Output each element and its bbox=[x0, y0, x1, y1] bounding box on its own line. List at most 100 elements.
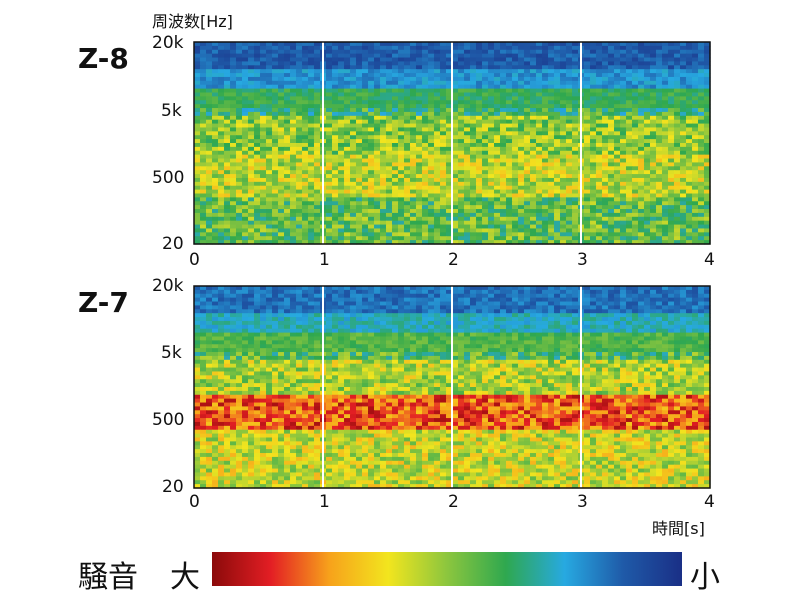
spectrogram-cell bbox=[374, 189, 381, 195]
spectrogram-cell bbox=[272, 297, 279, 303]
spectrogram-cell bbox=[290, 143, 297, 148]
spectrogram-cell bbox=[308, 123, 315, 129]
spectrogram-cell bbox=[602, 84, 609, 90]
spectrogram-cell bbox=[302, 197, 309, 202]
spectrogram-cell bbox=[458, 80, 465, 86]
spectrogram-cell bbox=[650, 92, 657, 97]
spectrogram-cell bbox=[260, 228, 267, 233]
spectrogram-cell bbox=[674, 143, 681, 148]
spectrogram-cell bbox=[572, 84, 579, 90]
spectrogram-cell bbox=[686, 286, 693, 291]
spectrogram-cell bbox=[416, 205, 423, 210]
spectrogram-cell bbox=[332, 185, 339, 191]
spectrogram-cell bbox=[410, 80, 417, 86]
spectrogram-cell bbox=[518, 297, 525, 303]
spectrogram-cell bbox=[374, 146, 381, 152]
spectrogram-cell bbox=[506, 189, 513, 195]
spectrogram-cell bbox=[572, 57, 579, 63]
spectrogram-cell bbox=[284, 57, 291, 63]
spectrogram-cell bbox=[620, 49, 627, 55]
spectrogram-cell bbox=[326, 139, 333, 144]
spectrogram-cell bbox=[362, 88, 369, 94]
spectrogram-cell bbox=[482, 127, 489, 132]
spectrogram-cell bbox=[506, 220, 513, 226]
spectrogram-cell bbox=[380, 189, 387, 195]
spectrogram-cell bbox=[398, 240, 405, 245]
spectrogram-cell bbox=[362, 69, 369, 74]
spectrogram-cell bbox=[332, 150, 339, 156]
spectrogram-cell bbox=[368, 224, 375, 230]
spectrogram-cell bbox=[626, 42, 633, 47]
spectrogram-cell bbox=[380, 177, 387, 183]
spectrogram-cell bbox=[284, 216, 291, 222]
spectrogram-cell bbox=[248, 80, 255, 86]
spectrogram-cell bbox=[242, 224, 249, 230]
spectrogram-cell bbox=[632, 49, 639, 55]
spectrogram-cell bbox=[704, 162, 711, 167]
spectrogram-cell bbox=[674, 224, 681, 230]
spectrogram-cell bbox=[332, 201, 339, 206]
spectrogram-cell bbox=[404, 212, 411, 218]
spectrogram-cell bbox=[596, 88, 603, 94]
spectrogram-cell bbox=[392, 108, 399, 113]
spectrogram-cell bbox=[500, 61, 507, 66]
spectrogram-cell bbox=[230, 42, 237, 47]
spectrogram-cell bbox=[614, 69, 621, 74]
spectrogram-cell bbox=[680, 209, 687, 214]
spectrogram-cell bbox=[356, 108, 363, 113]
spectrogram-cell bbox=[626, 216, 633, 222]
spectrogram-cell bbox=[674, 170, 681, 175]
spectrogram-cell bbox=[542, 65, 549, 70]
spectrogram-cell bbox=[194, 305, 201, 310]
spectrogram-cell bbox=[296, 104, 303, 109]
spectrogram-cell bbox=[674, 166, 681, 171]
spectrogram-cell bbox=[266, 115, 273, 121]
spectrogram-cell bbox=[668, 174, 675, 179]
spectrogram-cell bbox=[656, 65, 663, 70]
spectrogram-cell bbox=[236, 100, 243, 105]
spectrogram-cell bbox=[398, 115, 405, 121]
spectrogram-cell bbox=[536, 61, 543, 66]
spectrogram-cell bbox=[368, 189, 375, 195]
spectrogram-cell bbox=[638, 286, 645, 291]
spectrogram-cell bbox=[296, 154, 303, 160]
spectrogram-cell bbox=[542, 111, 549, 117]
spectrogram-cell bbox=[638, 289, 645, 295]
spectrogram-cell bbox=[350, 197, 357, 202]
spectrogram-cell bbox=[530, 96, 537, 101]
spectrogram-cell bbox=[224, 154, 231, 160]
spectrogram-cell bbox=[572, 286, 579, 291]
spectrogram-cell bbox=[284, 232, 291, 237]
spectrogram-cell bbox=[476, 205, 483, 210]
spectrogram-cell bbox=[662, 158, 669, 164]
spectrogram-cell bbox=[410, 220, 417, 226]
spectrogram-cell bbox=[626, 209, 633, 214]
spectrogram-cell bbox=[248, 146, 255, 152]
spectrogram-cell bbox=[224, 212, 231, 218]
spectrogram-cell bbox=[704, 209, 711, 214]
spectrogram-cell bbox=[344, 45, 351, 51]
spectrogram-cell bbox=[698, 289, 705, 295]
spectrogram-cell bbox=[272, 104, 279, 109]
spectrogram-cell bbox=[254, 240, 261, 245]
spectrogram-cell bbox=[656, 45, 663, 51]
spectrogram-cell bbox=[524, 115, 531, 121]
spectrogram-cell bbox=[362, 119, 369, 125]
spectrogram-cell bbox=[650, 301, 657, 307]
z7-x-tick-3: 3 bbox=[577, 492, 588, 512]
spectrogram-cell bbox=[686, 111, 693, 117]
spectrogram-cell bbox=[212, 61, 219, 66]
spectrogram-cell bbox=[428, 232, 435, 237]
spectrogram-cell bbox=[428, 170, 435, 175]
spectrogram-cell bbox=[482, 143, 489, 148]
spectrogram-cell bbox=[374, 111, 381, 117]
spectrogram-cell bbox=[374, 177, 381, 183]
spectrogram-cell bbox=[290, 197, 297, 202]
spectrogram-cell bbox=[518, 73, 525, 78]
spectrogram-cell bbox=[290, 166, 297, 171]
spectrogram-cell bbox=[254, 289, 261, 295]
spectrogram-cell bbox=[278, 123, 285, 129]
spectrogram-cell bbox=[536, 119, 543, 125]
spectrogram-cell bbox=[212, 111, 219, 117]
spectrogram-cell bbox=[278, 228, 285, 233]
